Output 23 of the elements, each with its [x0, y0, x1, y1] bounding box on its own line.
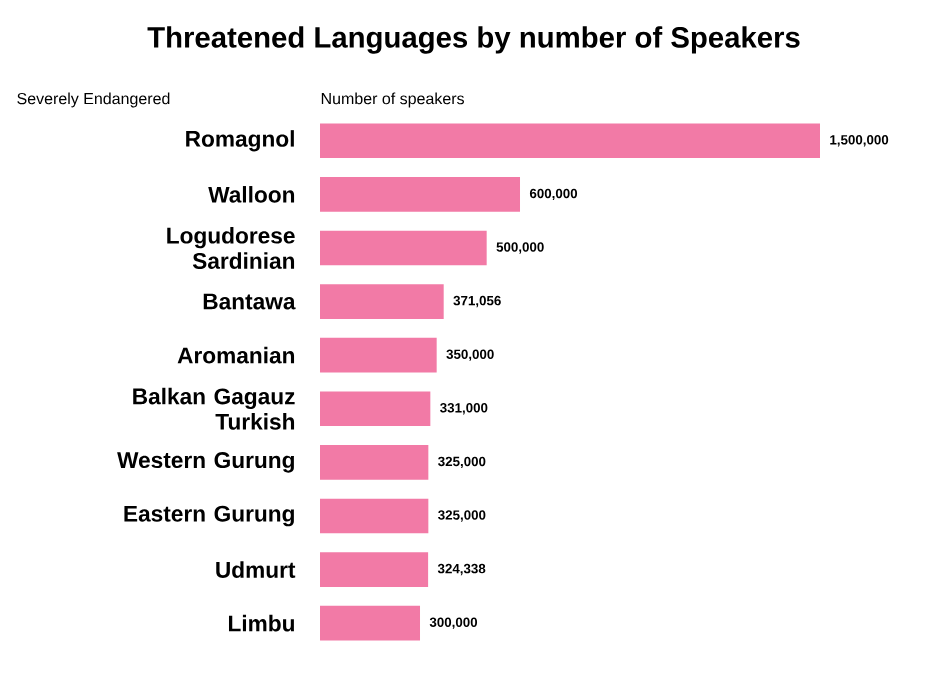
y-tick-label: Balkan Gagauz Turkish [133, 387, 295, 430]
x-axis-title: Number of speakers [321, 92, 465, 108]
y-tick-label: Udmurt [216, 561, 296, 578]
bar [320, 498, 429, 534]
bar [320, 391, 431, 427]
bar [320, 605, 421, 641]
bar [320, 337, 437, 373]
bar [320, 552, 429, 587]
bar [320, 123, 820, 159]
y-axis-title: Severely Endangered [17, 92, 170, 108]
chart-title: Threatened Languages by number of Speakers [147, 26, 800, 54]
y-tick-label: Aromanian [177, 346, 295, 364]
y-tick-label: Bantawa [203, 293, 296, 310]
y-tick-label: Walloon [208, 186, 295, 203]
y-tick-label: Logudorese Sardinian [167, 226, 295, 269]
bar [320, 177, 521, 212]
y-tick-label: Eastern Gurung [124, 505, 294, 527]
y-tick-label: Limbu [228, 614, 294, 632]
y-tick-label: Romagnol [186, 130, 294, 152]
bar [320, 445, 429, 480]
bar [320, 230, 487, 266]
bar [320, 284, 444, 319]
y-tick-label: Western Gurung [117, 452, 294, 473]
